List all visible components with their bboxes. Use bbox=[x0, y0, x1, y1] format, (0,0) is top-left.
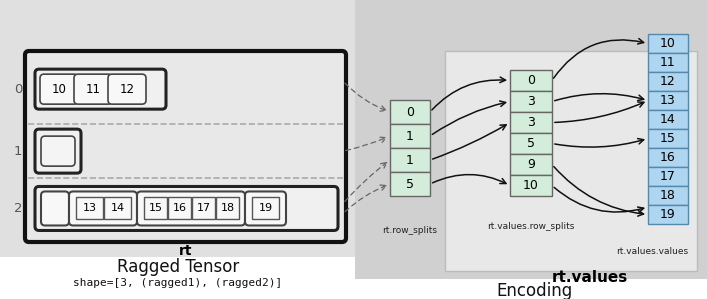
Text: rt.values.values: rt.values.values bbox=[616, 247, 688, 256]
Bar bbox=[648, 91, 688, 110]
Text: rt.values.row_splits: rt.values.row_splits bbox=[487, 222, 575, 231]
Bar bbox=[216, 197, 239, 219]
Bar bbox=[510, 154, 552, 175]
Text: shape=[3, (ragged1), (ragged2)]: shape=[3, (ragged1), (ragged2)] bbox=[74, 278, 283, 288]
Text: 12: 12 bbox=[119, 83, 134, 96]
Bar bbox=[648, 110, 688, 129]
FancyBboxPatch shape bbox=[41, 136, 75, 166]
Bar bbox=[104, 197, 131, 219]
Text: 17: 17 bbox=[660, 170, 676, 183]
Text: 17: 17 bbox=[197, 204, 211, 213]
Bar bbox=[192, 197, 215, 219]
Text: 19: 19 bbox=[259, 204, 273, 213]
Bar bbox=[510, 175, 552, 196]
FancyBboxPatch shape bbox=[108, 74, 146, 104]
Text: 16: 16 bbox=[173, 204, 187, 213]
Text: rt.row_splits: rt.row_splits bbox=[382, 226, 438, 235]
Bar bbox=[648, 205, 688, 224]
Text: 1: 1 bbox=[406, 129, 414, 143]
Bar bbox=[168, 197, 191, 219]
Text: 10: 10 bbox=[523, 179, 539, 192]
Bar bbox=[390, 124, 430, 148]
FancyBboxPatch shape bbox=[245, 191, 286, 225]
Text: 19: 19 bbox=[660, 208, 676, 221]
Text: 2: 2 bbox=[13, 202, 22, 215]
Text: rt.values: rt.values bbox=[552, 269, 628, 285]
Bar bbox=[390, 172, 430, 196]
Bar bbox=[144, 197, 167, 219]
FancyBboxPatch shape bbox=[25, 51, 346, 242]
Text: 18: 18 bbox=[660, 189, 676, 202]
FancyBboxPatch shape bbox=[35, 129, 81, 173]
Text: 1: 1 bbox=[406, 153, 414, 167]
FancyBboxPatch shape bbox=[74, 74, 112, 104]
Text: 15: 15 bbox=[148, 204, 163, 213]
FancyBboxPatch shape bbox=[69, 191, 137, 225]
Text: 10: 10 bbox=[660, 37, 676, 50]
Text: 1: 1 bbox=[13, 145, 22, 158]
Text: 0: 0 bbox=[406, 106, 414, 118]
Text: Ragged Tensor: Ragged Tensor bbox=[117, 258, 239, 276]
Bar bbox=[510, 70, 552, 91]
Bar bbox=[252, 197, 279, 219]
Text: 11: 11 bbox=[660, 56, 676, 69]
Bar bbox=[648, 53, 688, 72]
Bar bbox=[510, 91, 552, 112]
FancyBboxPatch shape bbox=[35, 69, 166, 109]
Bar bbox=[76, 197, 103, 219]
Bar bbox=[390, 148, 430, 172]
Text: 10: 10 bbox=[52, 83, 66, 96]
Bar bbox=[510, 133, 552, 154]
Text: 5: 5 bbox=[406, 178, 414, 190]
Text: 0: 0 bbox=[14, 83, 22, 96]
FancyBboxPatch shape bbox=[41, 191, 69, 225]
Text: 11: 11 bbox=[86, 83, 100, 96]
Bar bbox=[648, 129, 688, 148]
Text: 18: 18 bbox=[221, 204, 235, 213]
Text: 14: 14 bbox=[660, 113, 676, 126]
Text: 9: 9 bbox=[527, 158, 535, 171]
Bar bbox=[648, 148, 688, 167]
Bar bbox=[355, 0, 707, 279]
FancyBboxPatch shape bbox=[40, 74, 78, 104]
Bar bbox=[510, 112, 552, 133]
Text: 0: 0 bbox=[527, 74, 535, 87]
Bar bbox=[648, 34, 688, 53]
Text: 3: 3 bbox=[527, 116, 535, 129]
Text: 5: 5 bbox=[527, 137, 535, 150]
Bar bbox=[648, 72, 688, 91]
Text: Encoding: Encoding bbox=[497, 282, 573, 299]
Bar bbox=[390, 100, 430, 124]
FancyBboxPatch shape bbox=[445, 51, 697, 271]
Text: 3: 3 bbox=[527, 95, 535, 108]
FancyBboxPatch shape bbox=[35, 187, 338, 231]
Bar bbox=[648, 167, 688, 186]
Text: 16: 16 bbox=[660, 151, 676, 164]
Text: 12: 12 bbox=[660, 75, 676, 88]
Text: 14: 14 bbox=[110, 204, 124, 213]
Text: 15: 15 bbox=[660, 132, 676, 145]
Text: rt: rt bbox=[179, 244, 192, 258]
Bar bbox=[0, 0, 355, 257]
FancyBboxPatch shape bbox=[137, 191, 245, 225]
Text: 13: 13 bbox=[660, 94, 676, 107]
Text: 13: 13 bbox=[83, 204, 96, 213]
Bar bbox=[648, 186, 688, 205]
